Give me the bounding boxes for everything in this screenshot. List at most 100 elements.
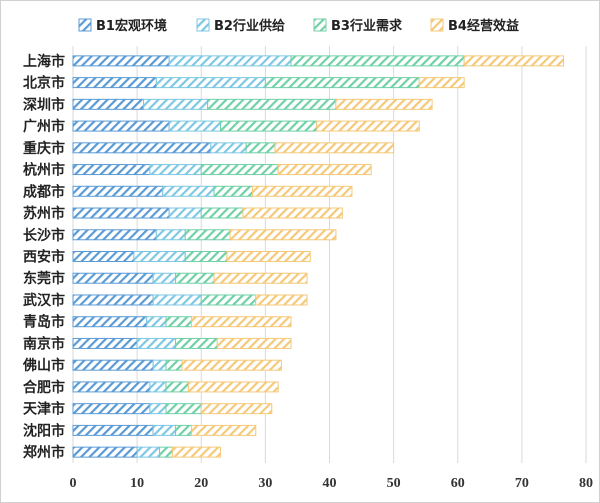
bar-segment: [72, 251, 135, 262]
bar-segment: [72, 185, 164, 197]
category-label: 重庆市: [23, 140, 65, 157]
bar-segment: [171, 446, 221, 458]
category-label: 青岛市: [23, 314, 65, 331]
bar-segment: [200, 207, 244, 219]
bar-segment: [133, 251, 186, 262]
bar-segment: [335, 98, 433, 110]
bar-segment: [72, 164, 151, 176]
grid-lines: [72, 46, 587, 463]
bar-segment: [168, 120, 221, 132]
bar-segment: [184, 251, 228, 262]
bar-segment: [175, 337, 218, 349]
bar-segment: [159, 446, 173, 458]
bar-segment: [181, 359, 282, 371]
category-label: 西安市: [23, 249, 65, 266]
category-label: 长沙市: [23, 227, 65, 244]
category-label: 深圳市: [23, 96, 65, 113]
bar-segment: [72, 316, 148, 328]
x-tick-label: 70: [515, 476, 529, 491]
bar-segment: [229, 229, 337, 241]
bar-segment: [155, 229, 186, 241]
bar-segment: [152, 424, 177, 436]
x-tick-label: 20: [194, 476, 208, 491]
bar-segment: [146, 316, 167, 328]
legend-label: B3行业需求: [331, 18, 403, 34]
legend: B1宏观环境 B2行业供给 B3行业需求 B4经营效益: [78, 18, 519, 34]
category-label: 佛山市: [22, 357, 65, 374]
legend-swatch: [78, 18, 92, 32]
category-label: 郑州市: [23, 444, 65, 461]
bar-segment: [242, 207, 343, 219]
category-label: 东莞市: [23, 270, 65, 287]
bar-segment: [72, 55, 170, 67]
x-tick-label: 0: [70, 476, 77, 491]
category-labels: 上海市北京市深圳市广州市重庆市杭州市成都市苏州市长沙市西安市东莞市武汉市青岛市南…: [22, 53, 65, 461]
bar-segment: [175, 272, 215, 284]
bar-segment: [165, 381, 189, 393]
bar-segment: [187, 381, 279, 393]
bar-segment: [216, 337, 292, 349]
legend-label: B4经营效益: [448, 18, 519, 34]
bars: [72, 55, 565, 458]
bar-segment: [72, 294, 154, 306]
bar-segment: [184, 229, 231, 241]
bar-segment: [72, 77, 157, 89]
bar-segment: [191, 316, 292, 328]
bar-segment: [136, 337, 177, 349]
bar-segment: [207, 98, 337, 110]
bar-segment: [143, 98, 209, 110]
bar-segment: [316, 120, 420, 132]
bar-segment: [255, 294, 308, 306]
bar-segment: [136, 446, 161, 458]
legend-swatch: [313, 18, 327, 32]
bar-segment: [152, 359, 167, 371]
bar-segment: [168, 207, 202, 219]
bar-segment: [200, 294, 257, 306]
category-label: 南京市: [23, 335, 65, 352]
bar-segment: [175, 424, 193, 436]
bar-segment: [72, 403, 151, 415]
bar-segment: [72, 272, 154, 284]
bar-segment: [72, 337, 138, 349]
bar-segment: [274, 142, 395, 154]
x-tick-label: 40: [323, 476, 337, 491]
legend-label: B1宏观环境: [96, 18, 167, 34]
x-tick-label: 60: [451, 476, 465, 491]
x-tick-label: 80: [579, 476, 593, 491]
bar-segment: [277, 164, 372, 176]
bar-segment: [149, 403, 167, 415]
bar-segment: [252, 185, 353, 197]
bar-segment: [72, 424, 154, 436]
bar-segment: [210, 142, 247, 154]
category-label: 上海市: [23, 53, 65, 70]
category-label: 北京市: [23, 75, 65, 92]
bar-segment: [168, 55, 292, 67]
bar-segment: [418, 77, 465, 89]
category-label: 天津市: [23, 401, 65, 418]
bar-segment: [162, 185, 215, 197]
bar-segment: [152, 294, 202, 306]
legend-swatch: [196, 18, 210, 32]
bar-segment: [226, 251, 311, 262]
bar-segment: [72, 142, 212, 154]
bar-segment: [219, 120, 318, 132]
bar-segment: [200, 164, 279, 176]
category-label: 苏州市: [23, 205, 65, 222]
bar-segment: [165, 316, 193, 328]
bar-segment: [165, 403, 202, 415]
bar-segment: [213, 185, 254, 197]
bar-segment: [191, 424, 257, 436]
category-label: 合肥市: [23, 379, 65, 396]
category-label: 杭州市: [23, 162, 65, 179]
bar-segment: [149, 164, 202, 176]
bar-segment: [290, 55, 465, 67]
bar-segment: [165, 359, 183, 371]
x-tick-label: 50: [387, 476, 401, 491]
bar-segment: [213, 272, 308, 284]
legend-swatch: [430, 18, 444, 32]
bar-segment: [149, 381, 167, 393]
bar-segment: [72, 446, 138, 458]
category-label: 沈阳市: [23, 422, 65, 439]
